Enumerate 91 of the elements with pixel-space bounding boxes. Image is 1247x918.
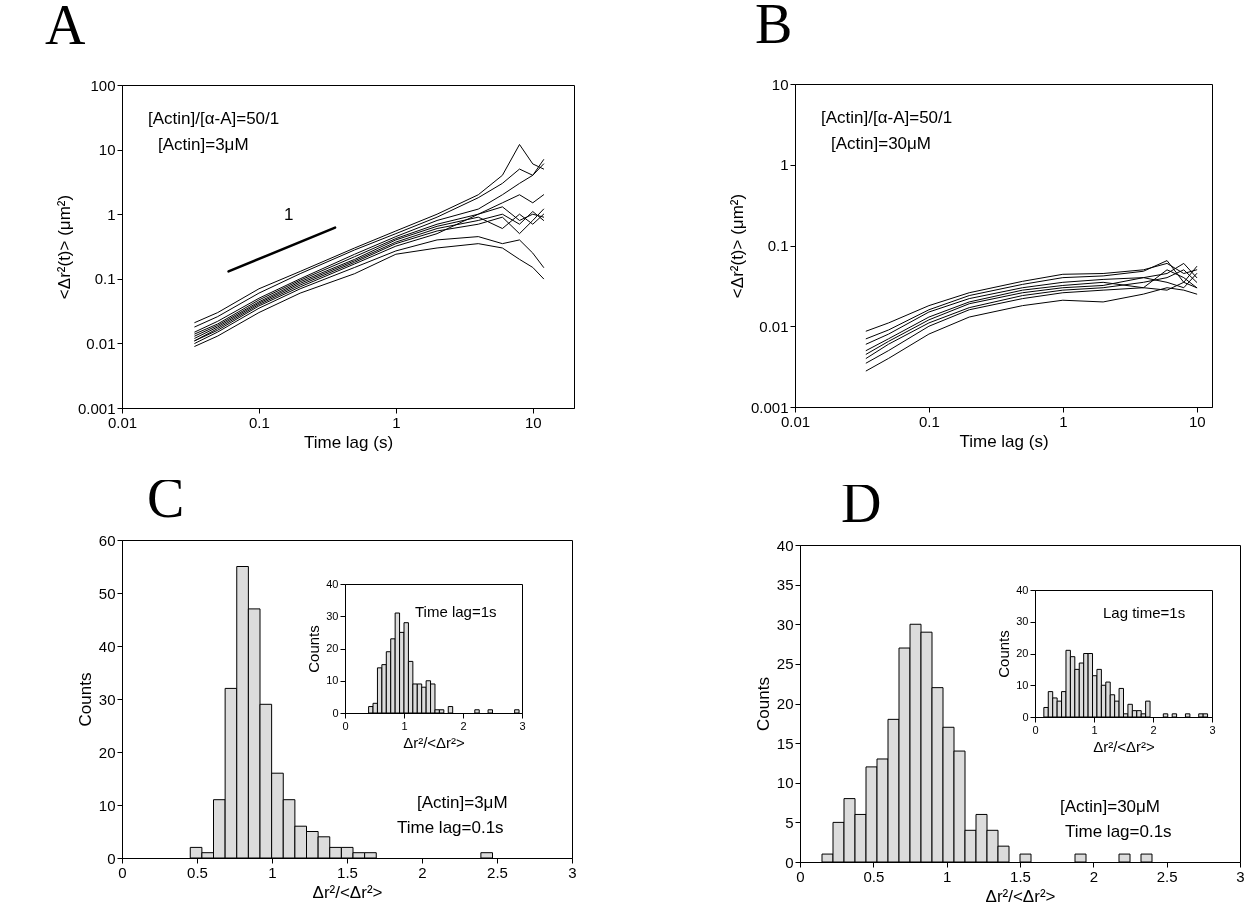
x-tick-label: 2 xyxy=(1150,723,1157,736)
y-axis-title: Counts xyxy=(305,625,323,673)
x-axis-title: Time lag (s) xyxy=(959,431,1049,451)
y-tick-label: 40 xyxy=(1016,583,1029,596)
x-tick-label: 3 xyxy=(1236,867,1245,885)
y-tick-label: 30 xyxy=(326,609,339,622)
x-tick-label: 0.5 xyxy=(187,863,208,881)
chart-title: D xyxy=(841,472,882,534)
y-tick-label: 20 xyxy=(98,743,116,761)
annotation: 1 xyxy=(284,205,294,224)
annotation: Time lag=0.1s xyxy=(1065,822,1172,841)
y-tick-label: 0.1 xyxy=(94,270,116,288)
x-tick-label: 0.5 xyxy=(863,867,885,885)
y-tick-label: 100 xyxy=(90,76,116,94)
annotation: [Actin]=30μM xyxy=(831,134,932,153)
y-tick-label: 30 xyxy=(1016,615,1029,628)
y-tick-label: 10 xyxy=(771,75,789,93)
annotation: Time lag=0.1s xyxy=(397,818,504,837)
x-tick-label: 1 xyxy=(1091,723,1098,736)
annotation: [Actin]=3μM xyxy=(417,793,508,812)
y-tick-label: 20 xyxy=(326,642,339,654)
x-tick-label: 3 xyxy=(1209,723,1216,736)
y-tick-label: 15 xyxy=(776,734,794,752)
y-axis-title: Counts xyxy=(995,630,1013,678)
x-tick-label: 1 xyxy=(401,719,408,732)
y-axis-title: <Δr²(t)> (μm²) xyxy=(727,193,747,299)
y-tick-label: 60 xyxy=(98,531,116,549)
y-tick-label: 40 xyxy=(776,536,794,554)
x-tick-label: 3 xyxy=(519,719,526,732)
y-tick-label: 10 xyxy=(1016,678,1029,691)
x-tick-label: 2 xyxy=(418,863,427,881)
y-tick-label: 10 xyxy=(98,796,116,814)
y-tick-label: 10 xyxy=(326,674,339,687)
y-tick-label: 0.01 xyxy=(86,334,116,352)
annotation: Lag time=1s xyxy=(1103,604,1186,621)
y-tick-label: 40 xyxy=(98,637,116,655)
y-axis-title: <Δr²(t)> (μm²) xyxy=(54,194,74,300)
chart-title: C xyxy=(147,467,185,529)
y-tick-label: 40 xyxy=(326,577,339,590)
y-tick-label: 1 xyxy=(107,205,116,223)
x-tick-label: 10 xyxy=(524,413,542,431)
annotation: [Actin]/[α-A]=50/1 xyxy=(821,108,953,127)
annotation: Time lag=1s xyxy=(415,603,497,620)
x-tick-label: 2.5 xyxy=(1156,867,1178,885)
y-tick-label: 20 xyxy=(776,695,794,712)
x-tick-label: 0.1 xyxy=(249,413,270,431)
x-tick-label: 3 xyxy=(568,863,577,881)
x-tick-label: 2 xyxy=(1089,867,1099,885)
y-tick-label: 0 xyxy=(332,706,339,719)
y-axis-title: Counts xyxy=(753,677,773,731)
y-tick-label: 30 xyxy=(98,690,116,708)
y-tick-label: 10 xyxy=(776,774,794,792)
y-tick-label: 35 xyxy=(776,576,794,594)
x-tick-label: 1 xyxy=(1059,412,1068,430)
y-tick-label: 0 xyxy=(1022,710,1029,723)
y-tick-label: 5 xyxy=(785,813,794,831)
y-tick-label: 10 xyxy=(98,141,116,159)
x-tick-label: 0 xyxy=(796,867,805,885)
x-tick-label: 2.5 xyxy=(487,863,508,881)
x-axis-title: Δr²/<Δr²> xyxy=(312,882,383,902)
y-tick-label: 1 xyxy=(780,156,789,174)
x-tick-label: 2 xyxy=(460,719,467,732)
annotation: [Actin]/[α-A]=50/1 xyxy=(148,109,280,128)
x-tick-label: 0.1 xyxy=(918,412,940,430)
y-tick-label: 0.1 xyxy=(767,237,789,254)
x-tick-label: 1.5 xyxy=(337,863,358,881)
x-tick-label: 10 xyxy=(1188,412,1206,430)
y-tick-label: 0 xyxy=(107,849,116,867)
annotation: [Actin]=3μM xyxy=(158,135,249,154)
y-tick-label: 50 xyxy=(98,584,116,602)
y-tick-label: 0.001 xyxy=(77,399,116,417)
y-tick-label: 0.01 xyxy=(759,317,789,335)
y-tick-label: 25 xyxy=(776,655,794,673)
x-tick-label: 0 xyxy=(118,863,127,881)
x-tick-label: 1 xyxy=(268,863,277,881)
x-tick-label: 1.5 xyxy=(1010,867,1031,885)
x-tick-label: 0 xyxy=(342,719,349,732)
x-axis-title: Δr²/<Δr²> xyxy=(1093,737,1156,755)
y-tick-label: 20 xyxy=(1016,647,1029,659)
x-tick-label: 1 xyxy=(392,413,401,431)
x-tick-label: 0 xyxy=(1032,723,1039,736)
y-tick-label: 30 xyxy=(776,615,794,633)
x-axis-title: Δr²/<Δr²> xyxy=(403,733,466,751)
y-axis-title: Counts xyxy=(75,672,95,727)
x-tick-label: 1 xyxy=(942,867,952,885)
y-tick-label: 0.001 xyxy=(750,398,789,416)
chart-title: B xyxy=(755,0,793,55)
x-axis-title: Time lag (s) xyxy=(303,432,394,452)
x-axis-title: Δr²/<Δr²> xyxy=(985,886,1056,906)
chart-title: A xyxy=(45,0,86,56)
annotation: [Actin]=30μM xyxy=(1060,797,1161,816)
